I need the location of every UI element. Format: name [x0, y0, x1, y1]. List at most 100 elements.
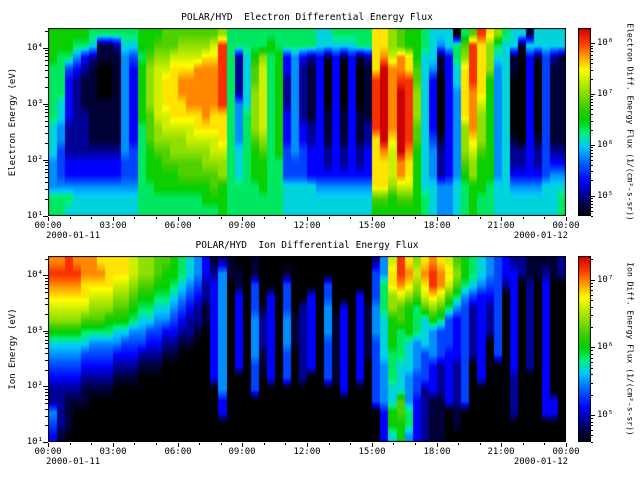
y-axis-minor-tick [45, 259, 48, 260]
electron-spectrogram-heatmap [48, 28, 566, 216]
y-axis-tick [43, 48, 48, 49]
x-tick-label: 06:00 [164, 447, 192, 457]
y-axis-minor-tick [45, 121, 48, 122]
x-tick-label: 21:00 [487, 221, 515, 231]
y-axis-minor-tick [45, 292, 48, 293]
x-axis-tick [544, 443, 545, 445]
colorbar-minor-tick [591, 259, 593, 260]
colorbar-minor-tick [591, 211, 593, 212]
y-axis-minor-tick [45, 133, 48, 134]
y-axis-minor-tick [45, 348, 48, 349]
colorbar-minor-tick [591, 51, 593, 52]
x-axis-tick [48, 443, 49, 447]
colorbar-minor-tick [591, 358, 593, 359]
y-axis-minor-tick [45, 343, 48, 344]
x-axis-tick [264, 217, 265, 219]
colorbar-minor-tick [591, 130, 593, 131]
y-axis-minor-tick [45, 284, 48, 285]
electron-colorbar [578, 28, 591, 216]
x-axis-tick [329, 217, 330, 219]
y-axis-minor-tick [45, 87, 48, 88]
x-tick-label: 12:00 [293, 447, 321, 457]
x-axis-tick [91, 443, 92, 445]
x-axis-tick [372, 217, 373, 221]
y-axis-tick [43, 442, 48, 443]
x-axis-tick [566, 217, 567, 221]
colorbar-minor-tick [591, 109, 593, 110]
y-axis-minor-tick [45, 172, 48, 173]
y-tick-label: 10¹ [26, 437, 43, 447]
x-axis-tick [566, 443, 567, 447]
x-tick-label: 03:00 [99, 447, 127, 457]
y-axis-minor-tick [45, 399, 48, 400]
colorbar-minor-tick [591, 418, 593, 419]
x-axis-tick [134, 443, 135, 445]
y-axis-minor-tick [45, 403, 48, 404]
y-axis-minor-tick [45, 278, 48, 279]
x-axis-tick [415, 443, 416, 445]
colorbar-minor-tick [591, 63, 593, 64]
y-axis-tick [43, 104, 48, 105]
colorbar-minor-tick [591, 99, 593, 100]
colorbar-minor-tick [591, 425, 593, 426]
y-axis-minor-tick [45, 177, 48, 178]
x-tick-label: 15:00 [358, 221, 386, 231]
x-axis-tick [156, 217, 157, 219]
x-axis-tick [523, 443, 524, 445]
x-axis-tick [199, 443, 200, 445]
ion-end-date-label: 2000-01-12 [513, 457, 568, 467]
colorbar-minor-tick [591, 156, 593, 157]
y-axis-minor-tick [45, 126, 48, 127]
colorbar-minor-tick [591, 171, 593, 172]
x-tick-label: 18:00 [423, 221, 451, 231]
x-axis-tick [350, 217, 351, 219]
x-axis-tick [458, 443, 459, 445]
electron-colorbar-label: Electron Diff. Energy Flux (1/(cm²-s-sr)… [625, 23, 635, 221]
y-axis-minor-tick [45, 182, 48, 183]
y-axis-minor-tick [45, 109, 48, 110]
y-axis-minor-tick [45, 298, 48, 299]
y-axis-minor-tick [45, 409, 48, 410]
colorbar-tick-label: 10⁸ [597, 38, 614, 48]
x-axis-tick [393, 217, 394, 219]
y-axis-minor-tick [45, 336, 48, 337]
y-tick-label: 10⁴ [26, 43, 43, 53]
y-axis-minor-tick [45, 416, 48, 417]
x-axis-tick [221, 443, 222, 445]
y-axis-minor-tick [45, 70, 48, 71]
y-axis-minor-tick [45, 288, 48, 289]
x-axis-tick [501, 443, 502, 447]
y-axis-minor-tick [45, 31, 48, 32]
colorbar-tick [591, 280, 595, 281]
x-axis-tick [156, 443, 157, 445]
colorbar-tick-label: 10⁷ [597, 275, 614, 285]
x-axis-tick [70, 443, 71, 445]
y-axis-tick [43, 386, 48, 387]
x-axis-tick [70, 217, 71, 219]
x-tick-label: 00:00 [552, 221, 580, 231]
colorbar-minor-tick [591, 290, 593, 291]
x-axis-tick [501, 217, 502, 221]
x-axis-tick [242, 217, 243, 221]
colorbar-minor-tick [591, 55, 593, 56]
colorbar-minor-tick [591, 362, 593, 363]
x-axis-tick [178, 443, 179, 447]
x-tick-label: 09:00 [228, 221, 256, 231]
colorbar-minor-tick [591, 180, 593, 181]
x-axis-tick [480, 217, 481, 219]
x-axis-tick [544, 217, 545, 219]
colorbar-minor-tick [591, 105, 593, 106]
ion-start-date-label: 2000-01-11 [46, 457, 101, 467]
colorbar-tick-label: 10⁶ [597, 140, 614, 150]
y-axis-tick [43, 160, 48, 161]
colorbar-tick-label: 10⁶ [597, 342, 614, 352]
colorbar-minor-tick [591, 153, 593, 154]
y-axis-minor-tick [45, 60, 48, 61]
y-axis-minor-tick [45, 392, 48, 393]
colorbar-minor-tick [591, 201, 593, 202]
colorbar-minor-tick [591, 207, 593, 208]
x-tick-label: 09:00 [228, 447, 256, 457]
y-axis-minor-tick [45, 281, 48, 282]
y-axis-minor-tick [45, 314, 48, 315]
